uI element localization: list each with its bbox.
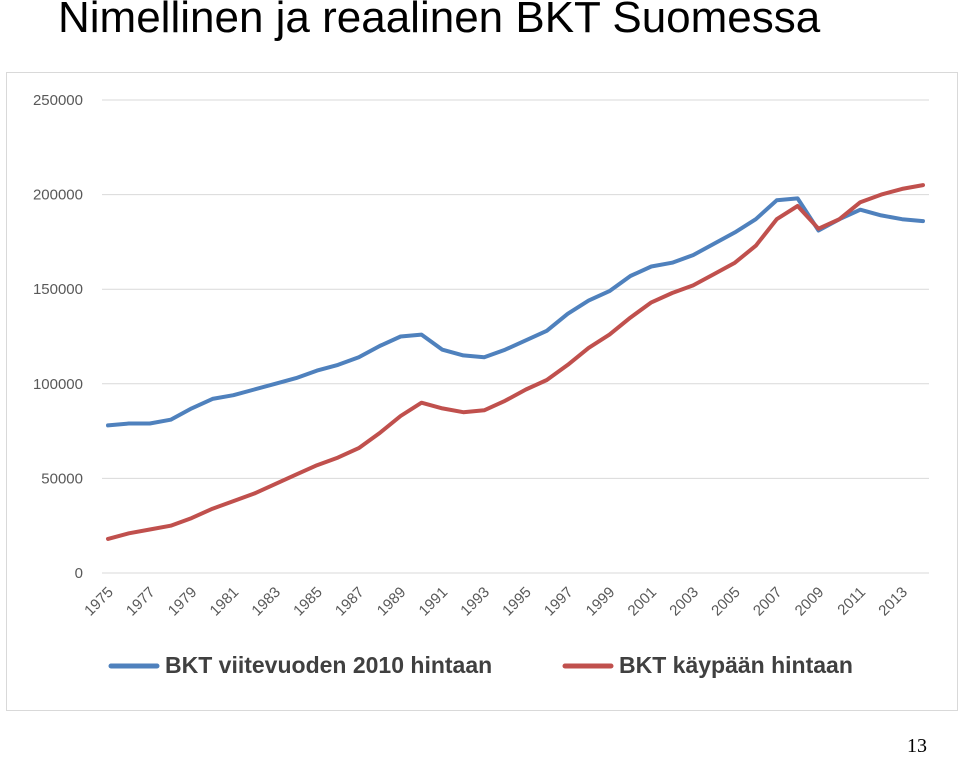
y-tick-label: 200000 — [33, 187, 83, 204]
x-tick-label: 1993 — [457, 584, 493, 620]
x-tick-label: 1999 — [583, 584, 619, 620]
x-tick-label: 2001 — [625, 584, 661, 620]
y-tick-label: 0 — [75, 565, 83, 582]
x-tick-label: 1975 — [81, 584, 117, 620]
series-line-nominal-gdp — [106, 183, 925, 541]
x-tick-label: 1995 — [499, 584, 535, 620]
x-tick-label: 2007 — [750, 584, 786, 620]
x-tick-label: 1991 — [416, 584, 452, 620]
gridlines — [102, 99, 929, 574]
legend-label: BKT viitevuoden 2010 hintaan — [165, 652, 492, 678]
x-tick-label: 2005 — [708, 584, 744, 620]
y-tick-label: 100000 — [33, 376, 83, 393]
x-tick-label: 2013 — [875, 584, 911, 620]
x-axis-tick-labels: 1975 1977 1979 1981 1983 1985 1987 1989 1991 1993… — [81, 584, 911, 620]
x-tick-label: 1989 — [374, 584, 410, 620]
x-tick-label: 1997 — [541, 584, 577, 620]
x-tick-label: 2009 — [792, 584, 828, 620]
y-axis-tick-labels: 0 50000 100000 150000 200000 250000 — [33, 92, 83, 582]
chart-frame: 0 50000 100000 150000 200000 250000 1975 1977 1… — [6, 72, 958, 711]
x-tick-label: 1985 — [290, 584, 326, 620]
x-tick-label: 1977 — [123, 584, 159, 620]
legend-label: BKT käypään hintaan — [619, 652, 853, 678]
series-line-real-gdp — [106, 196, 925, 428]
x-tick-label: 1987 — [332, 584, 368, 620]
slide-title: Nimellinen ja reaalinen BKT Suomessa — [58, 0, 821, 42]
legend: BKT viitevuoden 2010 hintaan BKT käypään … — [108, 652, 853, 678]
y-tick-label: 150000 — [33, 281, 83, 298]
x-tick-label: 1979 — [165, 584, 201, 620]
x-tick-label: 2003 — [666, 584, 702, 620]
x-tick-label: 1983 — [248, 584, 284, 620]
series-lines — [106, 183, 925, 541]
y-tick-label: 250000 — [33, 92, 83, 109]
x-tick-label: 1981 — [207, 584, 243, 620]
y-tick-label: 50000 — [41, 470, 83, 487]
x-tick-label: 2011 — [834, 584, 869, 619]
page-number: 13 — [907, 735, 927, 757]
